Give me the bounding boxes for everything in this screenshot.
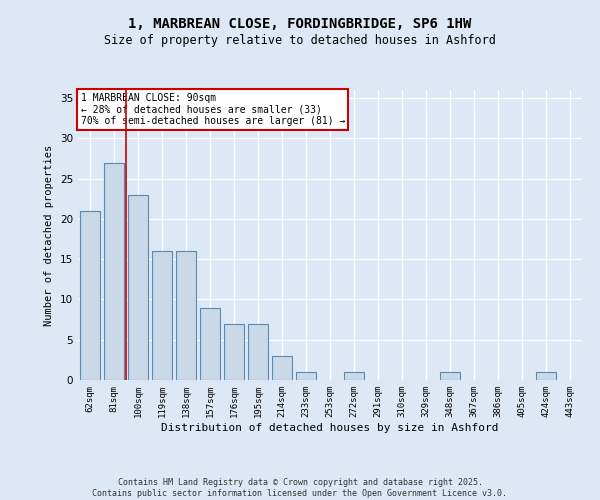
Text: Contains HM Land Registry data © Crown copyright and database right 2025.
Contai: Contains HM Land Registry data © Crown c…	[92, 478, 508, 498]
Bar	[224, 324, 244, 380]
Bar	[344, 372, 364, 380]
Bar	[104, 162, 124, 380]
Text: 1 MARBREAN CLOSE: 90sqm
← 28% of detached houses are smaller (33)
70% of semi-de: 1 MARBREAN CLOSE: 90sqm ← 28% of detache…	[80, 93, 345, 126]
Bar	[176, 251, 196, 380]
Text: 1, MARBREAN CLOSE, FORDINGBRIDGE, SP6 1HW: 1, MARBREAN CLOSE, FORDINGBRIDGE, SP6 1H…	[128, 18, 472, 32]
Text: Size of property relative to detached houses in Ashford: Size of property relative to detached ho…	[104, 34, 496, 47]
X-axis label: Distribution of detached houses by size in Ashford: Distribution of detached houses by size …	[161, 422, 499, 432]
Bar	[200, 308, 220, 380]
Bar	[296, 372, 316, 380]
Bar	[248, 324, 268, 380]
Bar	[272, 356, 292, 380]
Bar	[536, 372, 556, 380]
Bar	[152, 251, 172, 380]
Bar	[80, 211, 100, 380]
Bar	[128, 194, 148, 380]
Bar	[440, 372, 460, 380]
Y-axis label: Number of detached properties: Number of detached properties	[44, 144, 55, 326]
